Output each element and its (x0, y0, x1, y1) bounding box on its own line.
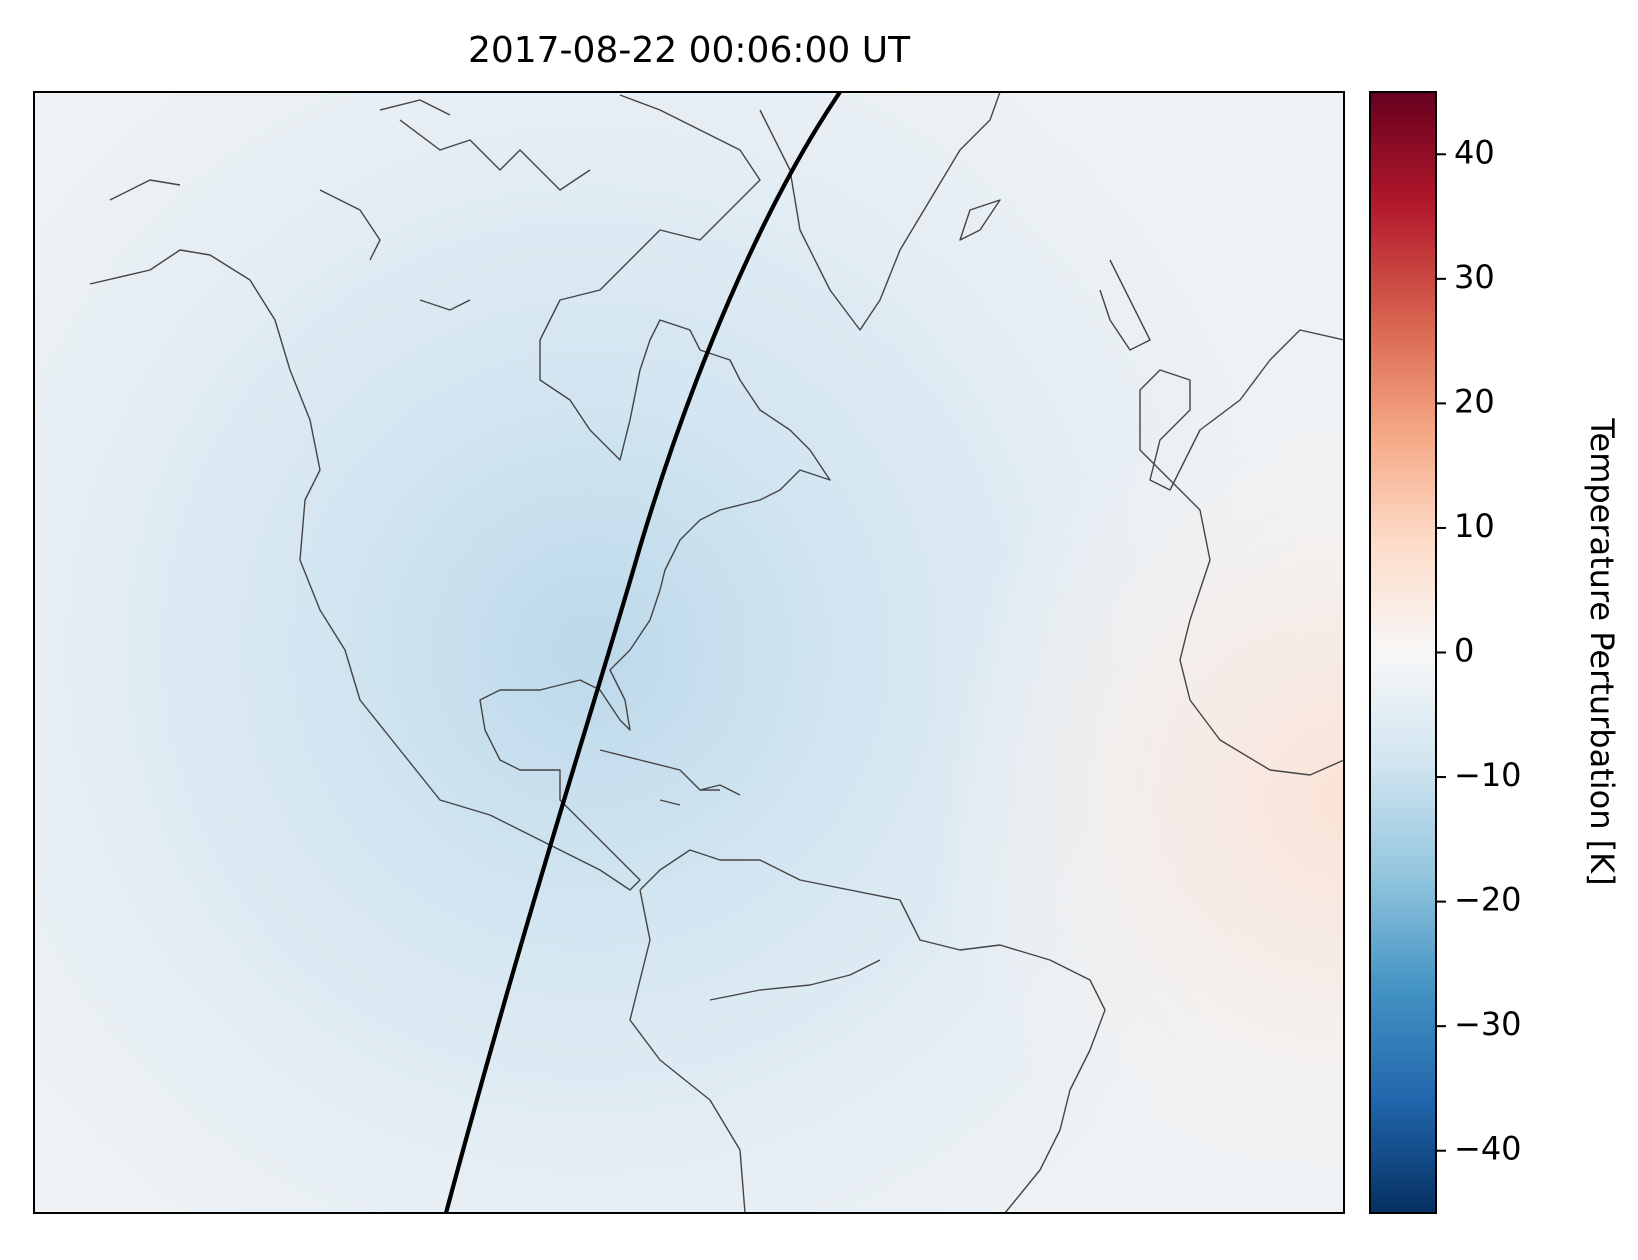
coastline-greenland (759, 92, 1001, 331)
coastline-europe-africa (959, 199, 1344, 776)
colorbar-tick-label: 0 (1454, 632, 1474, 670)
coastline-south-america (629, 849, 1106, 1213)
eclipse-path (443, 92, 842, 1213)
coastline-north-america (89, 94, 831, 891)
map-field-warm (34, 92, 1344, 1213)
colorbar-tick-label: −30 (1454, 1005, 1522, 1043)
colorbar-tick-label: −10 (1454, 756, 1522, 794)
colorbar-tick-label: 10 (1454, 507, 1495, 545)
title: 2017-08-22 00:06:00 UT (468, 30, 911, 71)
map-frame (33, 91, 1345, 1214)
colorbar-tick-label: 20 (1454, 382, 1495, 420)
colorbar-tick-label: 40 (1454, 133, 1495, 171)
coastline-caribbean (599, 749, 741, 806)
colorbar-tick-label: −20 (1454, 881, 1522, 919)
colorbar-tick-label: 30 (1454, 258, 1495, 296)
coastline-arctic (109, 99, 591, 311)
map (34, 92, 1344, 1213)
colorbar (1369, 91, 1437, 1214)
colorbar-label: Temperature Perturbation [K] (1583, 417, 1621, 885)
colorbar-tick-label: −40 (1454, 1130, 1522, 1168)
